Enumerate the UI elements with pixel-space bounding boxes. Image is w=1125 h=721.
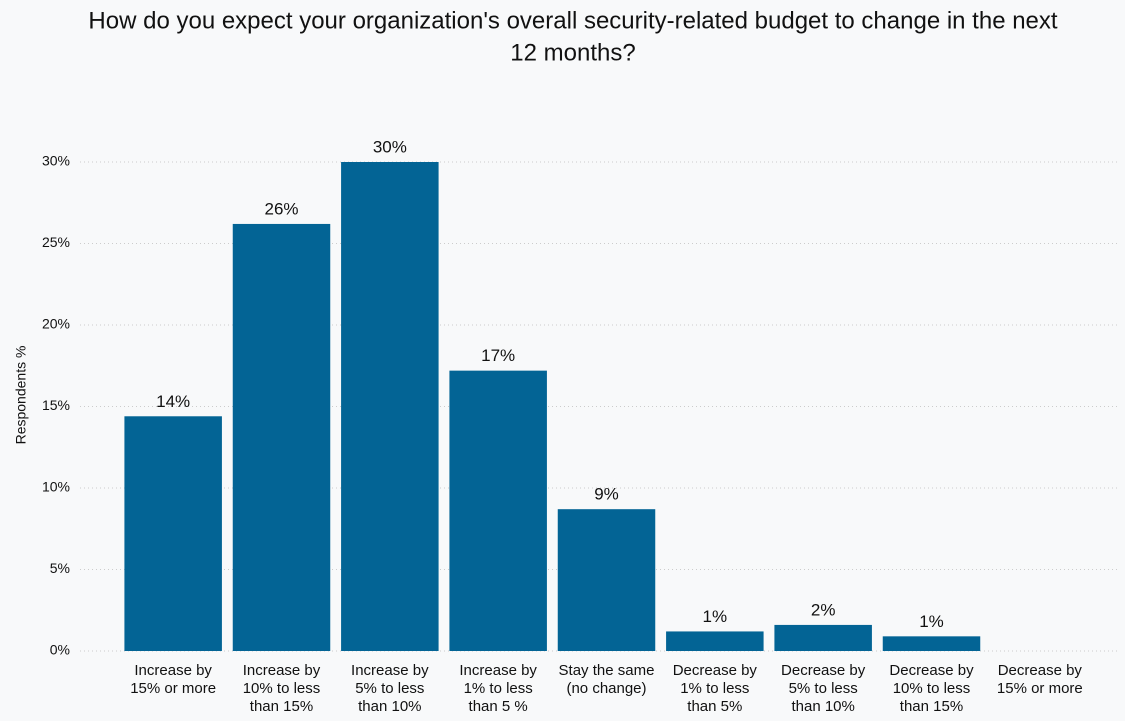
y-tick-label: 5% — [50, 560, 70, 576]
data-label: 9% — [594, 485, 619, 504]
chart-title: 12 months? — [510, 39, 635, 66]
x-tick-label: Decrease by 1% to less than 5% — [673, 662, 758, 715]
y-tick-label: 20% — [42, 316, 70, 332]
x-tick-label: Increase by 10% to less than 15% — [243, 662, 321, 715]
x-tick-label: Stay the same (no change) — [559, 662, 655, 697]
x-tick-label: Decrease by 15% or more — [997, 662, 1083, 697]
bar — [449, 370, 547, 651]
y-tick-label: 30% — [42, 153, 70, 169]
x-tick-label: Decrease by 5% to less than 10% — [781, 662, 866, 715]
data-label: 26% — [264, 199, 298, 218]
y-tick-label: 25% — [42, 234, 70, 250]
y-tick-label: 15% — [42, 397, 70, 413]
bar — [666, 631, 764, 651]
y-axis-label: Respondents % — [13, 346, 29, 445]
x-tick-label: Increase by 1% to less than 5 % — [459, 662, 537, 715]
data-label: 1% — [703, 607, 728, 626]
data-label: 30% — [373, 137, 407, 156]
x-tick-label: Increase by 15% or more — [130, 662, 216, 697]
y-tick-label: 10% — [42, 479, 70, 495]
bar — [124, 416, 222, 651]
bar — [882, 636, 981, 651]
chart-title: How do you expect your organization's ov… — [88, 7, 1057, 34]
y-tick-label: 0% — [50, 642, 70, 658]
bar — [341, 162, 439, 651]
bar — [774, 624, 872, 651]
data-label: 2% — [811, 600, 836, 619]
x-tick-label: Decrease by 10% to less than 15% — [889, 662, 974, 715]
data-label: 14% — [156, 392, 190, 411]
bar — [232, 223, 331, 651]
x-tick-label: Increase by 5% to less than 10% — [351, 662, 429, 715]
bar — [557, 509, 656, 651]
data-label: 1% — [919, 612, 944, 631]
data-label: 17% — [481, 346, 515, 365]
